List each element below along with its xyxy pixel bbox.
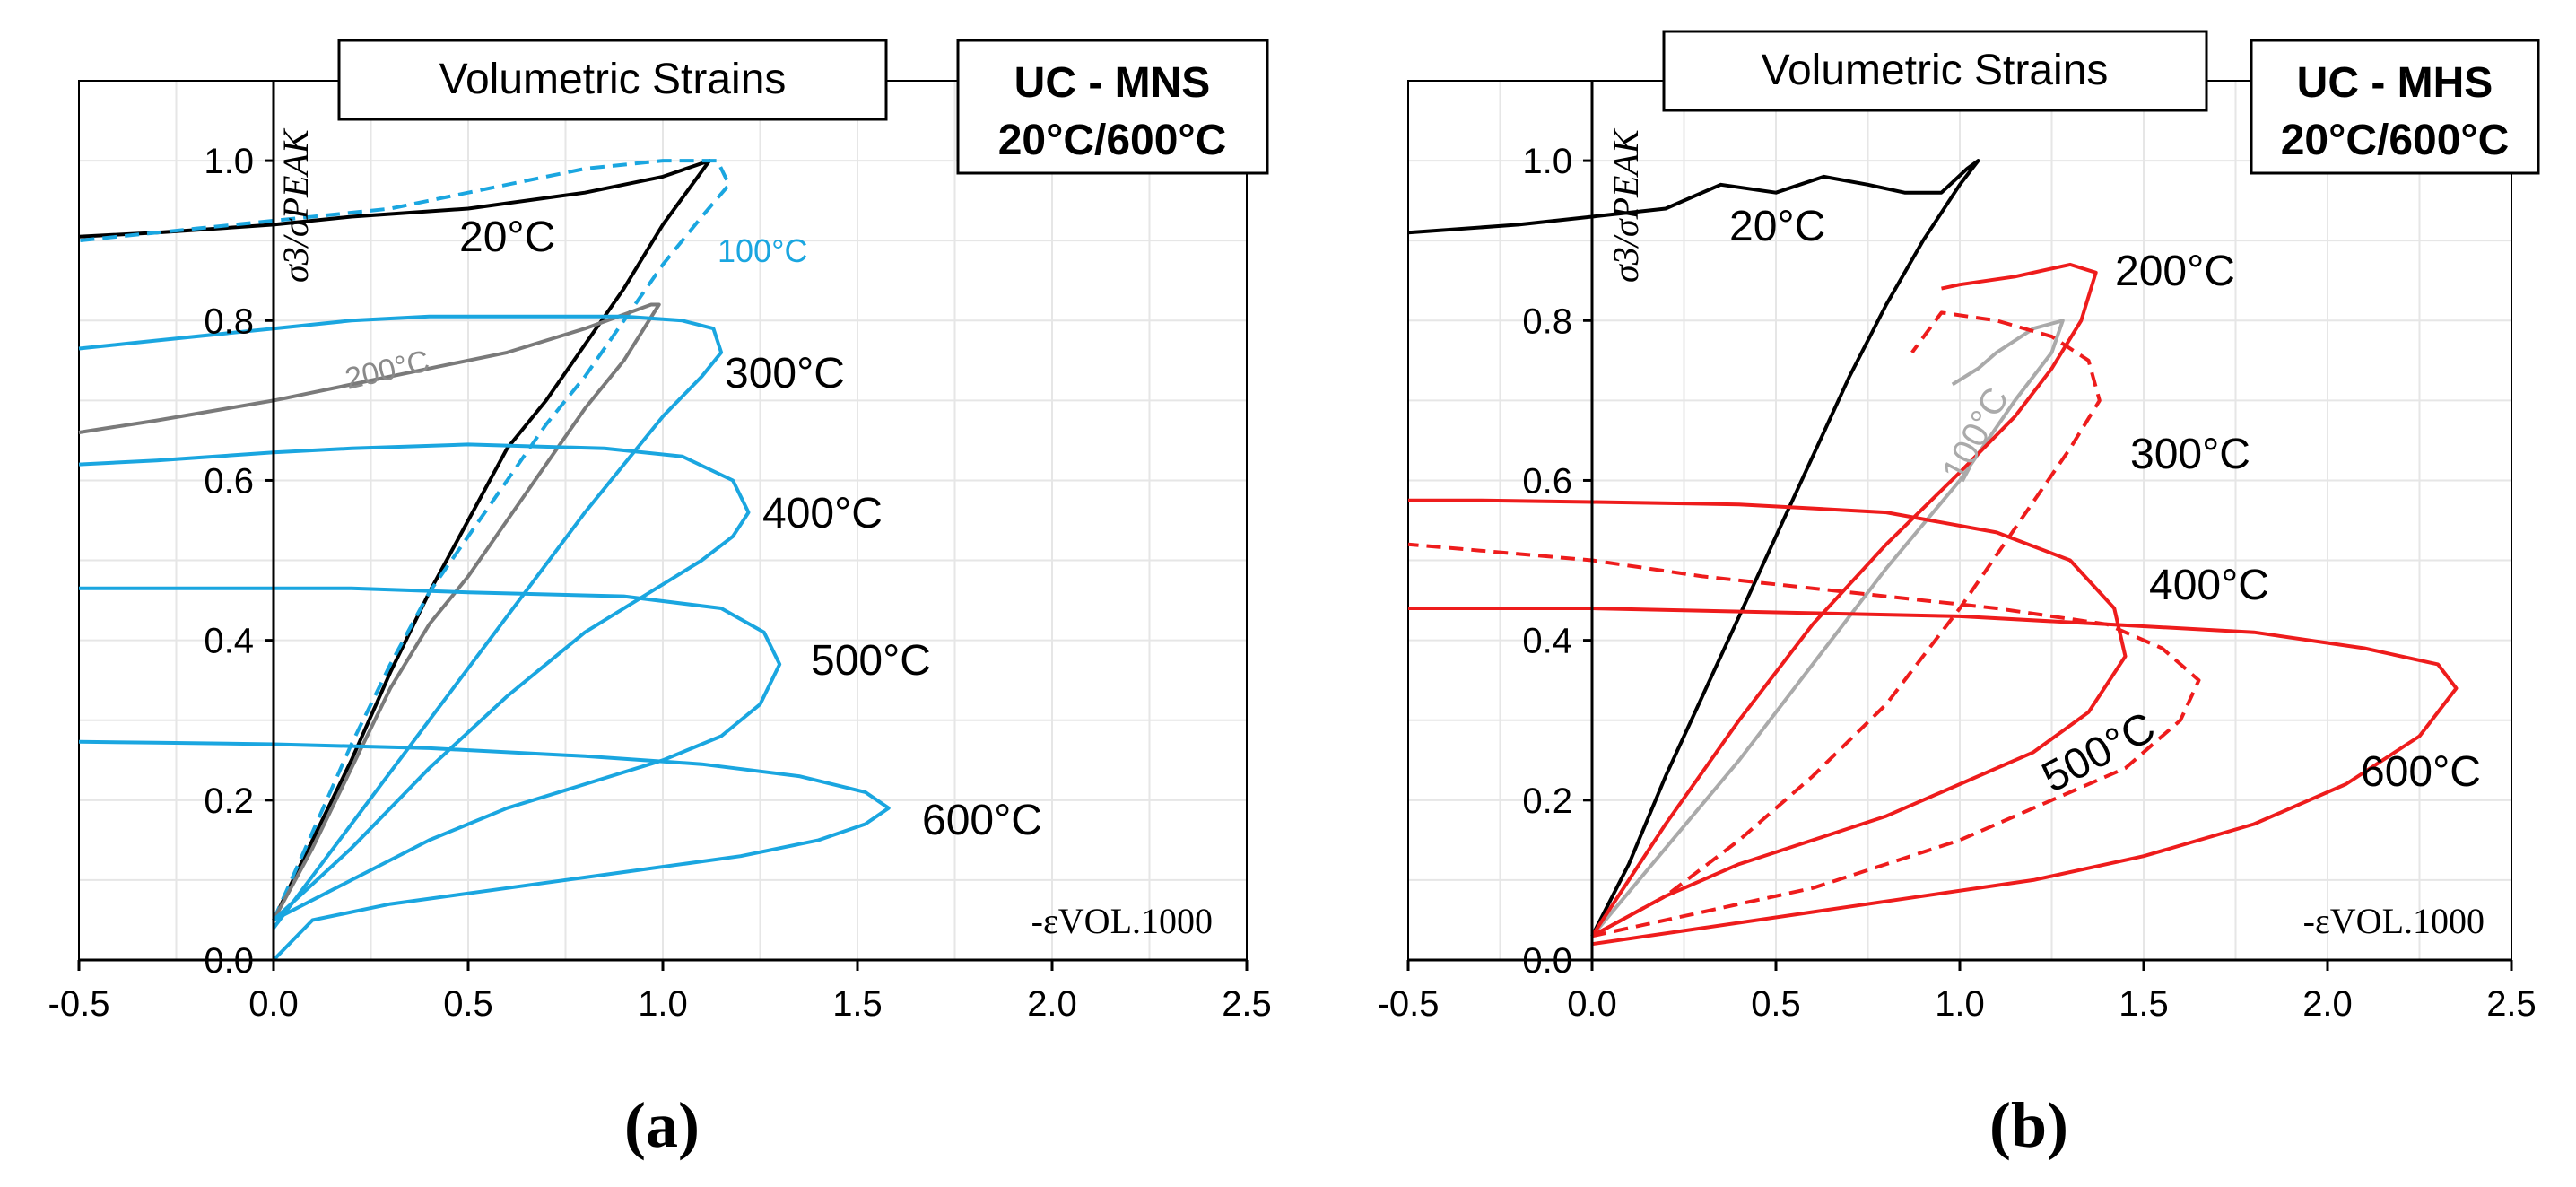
series-line-300c bbox=[1591, 310, 2102, 938]
series-layer bbox=[78, 159, 891, 962]
y-tick-label: 1.0 bbox=[1522, 142, 1572, 181]
y-tick-label: 0.8 bbox=[204, 301, 254, 341]
label-20c: 20°C bbox=[459, 214, 555, 261]
x-tick-label: 2.5 bbox=[2486, 984, 2537, 1024]
label-600c: 600°C bbox=[922, 797, 1042, 844]
title-box bbox=[1662, 30, 2208, 112]
tick-labels: -0.5 0.0 0.5 1.0 1.5 2.0 2.5 0.0 0.2 0.4 0.6 0.8 1.0 bbox=[48, 142, 1272, 1024]
y-tick-label: 0.2 bbox=[1522, 781, 1572, 821]
series-line-100c bbox=[1590, 319, 2065, 938]
label-100c: 100°C bbox=[1935, 381, 2016, 488]
x-tick-label: 1.5 bbox=[2119, 984, 2169, 1024]
series-line-400c bbox=[1408, 498, 2128, 938]
condition-box bbox=[2250, 39, 2540, 175]
label-600c: 600°C bbox=[2361, 748, 2481, 796]
label-20c: 20°C bbox=[1729, 203, 1825, 250]
label-400c: 400°C bbox=[2149, 562, 2269, 609]
x-tick-label: 2.0 bbox=[2302, 984, 2353, 1024]
label-300c: 300°C bbox=[2130, 431, 2250, 478]
series-line-500c bbox=[1407, 542, 2201, 938]
x-tick-label: 2.0 bbox=[1027, 984, 1077, 1024]
label-200c: 200°C bbox=[342, 344, 432, 396]
grid bbox=[1407, 80, 2512, 961]
label-100c: 100°C bbox=[718, 232, 807, 269]
chart-title: Volumetric Strains bbox=[439, 56, 787, 103]
y-tick-label: 0.4 bbox=[204, 622, 254, 661]
label-400c: 400°C bbox=[762, 490, 883, 537]
series-line-400c bbox=[78, 442, 751, 921]
y-tick-label: 0.6 bbox=[1522, 461, 1572, 501]
y-tick-label: 1.0 bbox=[204, 142, 254, 181]
x-tick-label: 0.0 bbox=[1567, 984, 1617, 1024]
condition-line-1: UC - MNS bbox=[1014, 59, 1211, 107]
tick-labels: -0.5 0.0 0.5 1.0 1.5 2.0 2.5 0.0 0.2 0.4 0.6 0.8 1.0 bbox=[1378, 142, 2537, 1024]
x-tick-label: 0.5 bbox=[1751, 984, 1801, 1024]
y-tick-label: 0.6 bbox=[204, 461, 254, 501]
series-line-600c bbox=[78, 739, 891, 962]
series-line-20c bbox=[78, 159, 712, 921]
series-line-500c bbox=[79, 586, 782, 922]
condition-line-2: 20°C/600°C bbox=[998, 117, 1227, 164]
series-labels: 20°C 100°C 200°C 300°C 400°C 500°C 600°C bbox=[1729, 203, 2481, 802]
x-tick-label: -0.5 bbox=[48, 984, 110, 1024]
chart-panel-a: -0.5 0.0 0.5 1.0 1.5 2.0 2.5 0.0 0.2 0.4 0.6 0.8 1.0… bbox=[48, 39, 1272, 1161]
chart-panel-b: -0.5 0.0 0.5 1.0 1.5 2.0 2.5 0.0 0.2 0.4 0.6 0.8 1.0… bbox=[1378, 30, 2540, 1161]
series-line-300c bbox=[78, 314, 724, 930]
series-line-20c bbox=[1407, 159, 1980, 938]
y-tick-label: 0.4 bbox=[1522, 622, 1572, 661]
series-layer bbox=[1407, 159, 2459, 947]
x-axis-label: -εVOL.1000 bbox=[1031, 901, 1213, 941]
x-tick-label: 0.0 bbox=[248, 984, 299, 1024]
y-tick-label: 0.8 bbox=[1522, 301, 1572, 341]
label-200c: 200°C bbox=[2115, 248, 2235, 295]
x-tick-label: 2.5 bbox=[1222, 984, 1272, 1024]
chart-title: Volumetric Strains bbox=[1762, 47, 2109, 94]
condition-line-2: 20°C/600°C bbox=[2281, 117, 2510, 164]
x-tick-label: 0.5 bbox=[443, 984, 493, 1024]
label-500c: 500°C bbox=[811, 637, 931, 685]
y-axis-label: σ3/σPEAK bbox=[275, 127, 316, 283]
x-tick-label: 1.5 bbox=[832, 984, 883, 1024]
series-line-600c bbox=[1408, 607, 2459, 947]
label-300c: 300°C bbox=[725, 350, 845, 397]
y-axis-label: σ3/σPEAK bbox=[1606, 127, 1646, 283]
grid bbox=[78, 80, 1248, 961]
series-labels: 20°C 100°C 200°C 300°C 400°C 500°C 600°C bbox=[342, 214, 1042, 844]
panel-label: (b) bbox=[1989, 1089, 2068, 1161]
condition-line-1: UC - MHS bbox=[2297, 59, 2493, 107]
series-line-100c bbox=[78, 159, 731, 921]
title-box bbox=[337, 39, 888, 121]
x-tick-label: 1.0 bbox=[1935, 984, 1985, 1024]
x-tick-label: -0.5 bbox=[1378, 984, 1440, 1024]
y-tick-label: 0.0 bbox=[204, 941, 254, 981]
panel-label: (a) bbox=[624, 1089, 700, 1161]
series-line-200c bbox=[78, 302, 661, 921]
y-tick-label: 0.0 bbox=[1522, 941, 1572, 981]
x-tick-label: 1.0 bbox=[638, 984, 688, 1024]
y-tick-label: 0.2 bbox=[204, 781, 254, 821]
series-line-200c bbox=[1590, 262, 2098, 938]
condition-box bbox=[956, 39, 1269, 175]
x-axis-label: -εVOL.1000 bbox=[2303, 901, 2485, 941]
